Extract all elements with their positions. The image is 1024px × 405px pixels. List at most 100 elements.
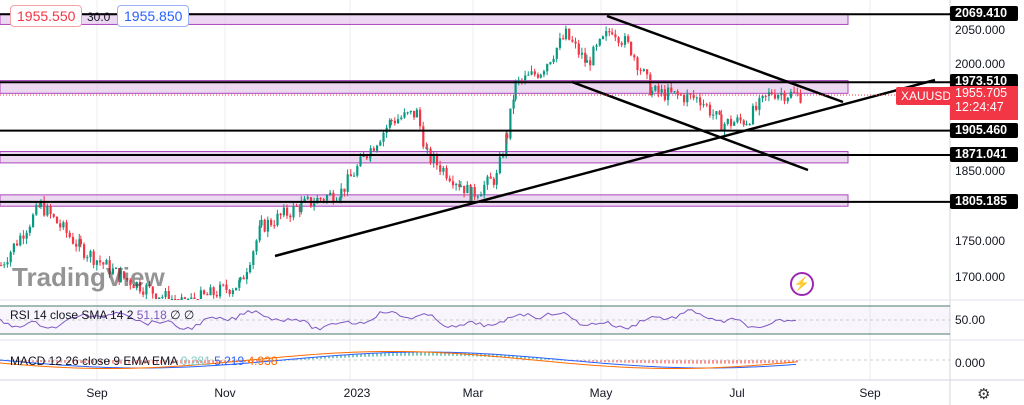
macd-histogram-bar [120,360,122,364]
macd-histogram-bar [708,360,710,364]
candle [568,28,571,40]
candle [276,213,279,226]
candle [0,265,3,267]
candle [679,94,682,96]
candle [190,297,193,299]
macd-histogram-bar [28,360,30,362]
candle [780,92,783,96]
candle [219,284,222,297]
candle [282,207,285,216]
candle [180,299,183,300]
candle [99,260,102,263]
candle [623,36,627,45]
candle [552,58,555,63]
candle [55,216,59,224]
candle [676,91,679,95]
candle [580,52,584,55]
macd-histogram-bar [116,360,118,364]
macd-histogram-bar [620,360,622,363]
candle [585,60,589,63]
signal-value: 4.938 [247,354,278,368]
bid-price-box[interactable]: 1955.550 [10,5,83,27]
candle [558,38,562,48]
spread-value: 30.0 [87,10,111,24]
macd-histogram-bar [156,360,158,364]
price-axis-label: 1850.000 [955,164,1006,179]
candle [777,95,780,99]
candle [388,120,391,128]
rsi-line [0,309,797,331]
candle [555,47,558,59]
macd-histogram-bar [416,352,418,356]
macd-histogram-bar [92,360,94,364]
candle [492,178,495,185]
macd-histogram-bar [640,360,642,363]
candle [426,148,429,150]
macd-histogram-bar [160,360,162,364]
macd-histogram-bar [420,352,422,356]
macd-histogram-bar [668,360,670,364]
macd-histogram-bar [452,352,454,356]
candle [322,199,325,201]
settings-icon[interactable]: ⚙ [977,386,991,403]
macd-histogram-bar [596,360,598,362]
candle [614,34,617,38]
macd-histogram-bar [432,352,434,356]
candle [736,117,739,123]
candle [761,95,764,99]
lightning-icon[interactable]: ⚡ [790,272,814,296]
candle [715,111,718,115]
macd-legend[interactable]: MACD 12 26 close 9 EMA EMA 0.281 5.219 4… [10,354,278,368]
candle [651,90,654,95]
candle [636,57,639,71]
level-price-tag: 1973.510 [950,74,1018,90]
candle [292,205,295,218]
candle [266,219,269,232]
macd-histogram-bar [516,355,518,359]
candle [432,154,435,163]
candle [25,232,28,239]
candle [215,295,218,297]
rsi-extra: ∅ [170,308,181,322]
candle [78,239,81,247]
candle [530,71,533,75]
candle [362,156,365,158]
candle [92,251,95,265]
macd-histogram-bar [772,360,774,363]
candle [498,156,501,174]
macd-histogram-bar [328,356,330,359]
candle [393,120,396,124]
candle [542,71,546,75]
macd-histogram-bar [372,353,374,357]
candle [239,277,242,281]
candle [356,166,359,176]
candle [695,97,698,99]
candle [502,156,505,158]
candle [132,285,135,289]
macd-histogram-bar [340,355,342,358]
macd-histogram-bar [524,356,526,359]
candle [473,187,476,197]
ask-price-box[interactable]: 1955.850 [117,5,190,27]
candle [65,222,68,233]
candle [332,192,335,202]
rsi-extra: ∅ [183,308,195,322]
candle [733,122,736,126]
macd-histogram-bar [424,352,426,356]
macd-histogram-bar [684,360,686,364]
candle [306,197,309,199]
candle [764,95,767,97]
rsi-legend[interactable]: RSI 14 close SMA 14 2 51.18 ∅ ∅ [10,308,194,322]
macd-histogram-bar [760,360,762,364]
macd-histogram-bar [112,360,114,364]
candle [177,299,180,300]
macd-histogram-bar [600,360,602,362]
macd-histogram-bar [500,354,502,358]
macd-histogram-bar [740,360,742,364]
candle [95,260,98,265]
macd-histogram-bar [764,360,766,364]
macd-histogram-bar [644,360,646,364]
macd-histogram-bar [512,355,514,359]
candle [419,109,422,127]
